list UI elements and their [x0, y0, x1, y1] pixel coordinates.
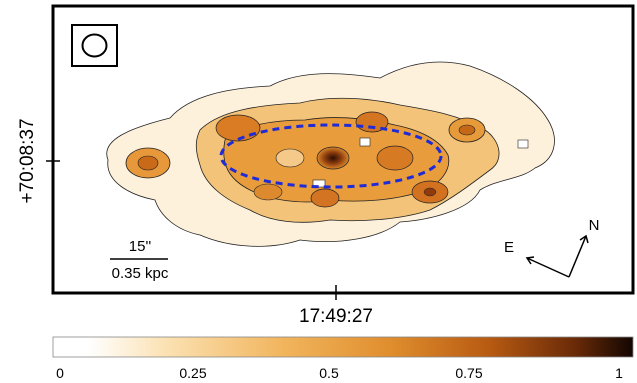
clump-nw — [215, 114, 261, 142]
colorbar-tick-05: 0.5 — [319, 365, 339, 381]
clump-west-core — [137, 155, 159, 171]
scalebar-angular-label: 15'' — [129, 238, 152, 255]
clump-center-e — [376, 145, 414, 171]
colorbar-gradient — [52, 336, 634, 358]
compass-north-label: N — [589, 217, 600, 234]
x-tick-label: 17:49:27 — [299, 306, 373, 327]
scalebar: 15'' 0.35 kpc — [110, 238, 169, 282]
clump-center-bright — [316, 146, 350, 170]
north-arrow — [568, 235, 587, 278]
map-panel: 15'' 0.35 kpc N E — [51, 4, 635, 295]
colorbar-tick-075: 0.75 — [455, 365, 482, 381]
east-arrow — [526, 257, 570, 278]
clump-se1-core — [423, 187, 437, 197]
hole-1 — [359, 137, 371, 147]
clump-center-w — [275, 148, 305, 168]
clump-sw — [253, 183, 283, 201]
east-arrowhead — [525, 256, 535, 265]
compass: N E — [504, 217, 600, 278]
clump-s — [310, 188, 340, 208]
ellipse-beam-icon — [81, 33, 108, 58]
clump-east-core — [458, 124, 476, 136]
scalebar-physical-label: 0.35 kpc — [112, 265, 169, 282]
north-arrowhead — [579, 234, 589, 244]
colorbar: 0 0.25 0.5 0.75 1 — [52, 336, 634, 381]
beam-box — [71, 24, 118, 67]
hole-3 — [517, 139, 529, 149]
colorbar-tick-1: 1 — [615, 365, 623, 381]
clump-n — [355, 111, 389, 133]
hole-2 — [312, 179, 326, 188]
compass-east-label: E — [504, 239, 514, 256]
y-tick-label: +70:08:37 — [17, 118, 38, 203]
x-axis: 17:49:27 — [299, 285, 373, 327]
colorbar-tick-025: 0.25 — [179, 365, 206, 381]
y-axis: +70:08:37 — [17, 118, 60, 204]
dashed-ellipse-overlay — [219, 123, 443, 189]
colorbar-tick-0: 0 — [56, 365, 64, 381]
